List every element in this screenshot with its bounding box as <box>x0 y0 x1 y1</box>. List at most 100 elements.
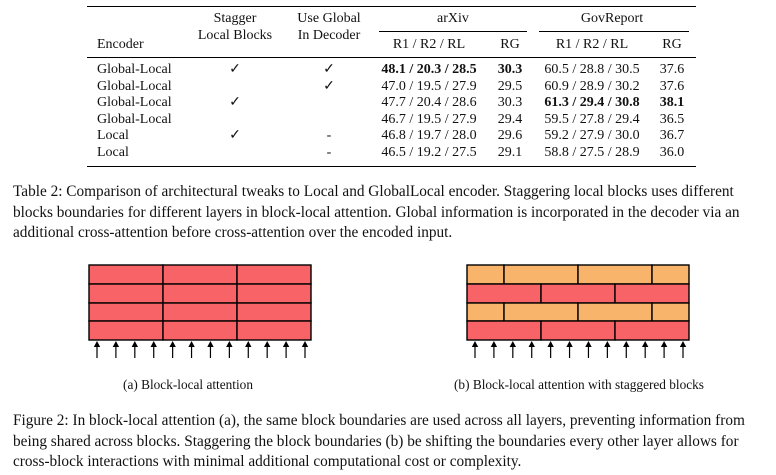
header-gov-rouge: R1 / R2 / RL <box>555 37 629 52</box>
input-arrow-icon <box>150 341 157 358</box>
input-arrow-icon <box>226 341 233 358</box>
table-bottom-rule <box>87 166 696 168</box>
cell-encoder: Global-Local <box>97 111 172 127</box>
input-arrow-icon <box>131 341 139 358</box>
header-arxiv-rouge: R1 / R2 / RL <box>392 37 466 52</box>
attention-block <box>540 320 616 341</box>
cell-stagger: ✓ <box>229 95 241 111</box>
cell-gov-rg: 36.7 <box>659 128 685 144</box>
attention-block <box>236 264 312 285</box>
staggered-attention-block <box>651 302 690 322</box>
subcaption-a: (a) Block-local attention <box>123 377 253 392</box>
attention-block <box>88 283 164 304</box>
header-global-line1: Use Global <box>297 11 361 26</box>
cell-gov-rg: 36.5 <box>659 111 685 127</box>
input-arrow-icon <box>188 341 195 358</box>
cell-global: - <box>326 145 332 160</box>
cell-gov-rg: 38.1 <box>659 95 685 111</box>
attention-block <box>236 283 312 304</box>
input-arrow-icon <box>301 341 309 358</box>
attention-block <box>236 320 312 341</box>
input-arrow-icon <box>660 341 668 358</box>
staggered-attention-block <box>577 264 653 285</box>
input-arrow-icon <box>112 341 120 358</box>
cell-global: ✓ <box>323 62 335 77</box>
input-arrow-icon <box>263 341 271 358</box>
cell-encoder: Global-Local <box>97 62 172 77</box>
attention-block <box>162 320 238 341</box>
header-encoder: Encoder <box>97 37 144 52</box>
cell-encoder: Local <box>97 128 129 144</box>
input-arrow-icon <box>641 341 649 358</box>
cell-gov-rouge: 59.2 / 27.9 / 30.0 <box>544 128 640 144</box>
attention-block <box>236 302 312 322</box>
cell-arxiv-rouge: 47.7 / 20.4 / 28.6 <box>381 95 477 111</box>
input-arrow-icon <box>509 341 517 358</box>
input-arrow-icon <box>169 341 176 358</box>
attention-block <box>88 302 164 322</box>
cell-encoder: Global-Local <box>97 78 172 94</box>
attention-block <box>162 283 238 304</box>
header-arxiv: arXiv <box>437 11 469 26</box>
input-arrow-icon <box>93 341 101 358</box>
table-caption: Table 2: Comparison of architectural twe… <box>13 183 740 241</box>
staggered-attention-block <box>466 264 505 285</box>
cell-arxiv-rouge: 46.7 / 19.5 / 27.9 <box>381 111 477 127</box>
header-stagger-line1: Stagger <box>213 11 257 26</box>
attention-block <box>540 283 616 304</box>
cell-arxiv-rouge: 46.8 / 19.7 / 28.0 <box>381 128 477 144</box>
input-arrow-icon <box>528 341 535 358</box>
cell-gov-rouge: 61.3 / 29.4 / 30.8 <box>544 95 640 111</box>
cell-gov-rouge: 58.8 / 27.5 / 28.9 <box>544 145 640 160</box>
attention-block <box>614 320 690 341</box>
input-arrow-icon <box>604 341 611 358</box>
attention-block <box>88 320 164 341</box>
govreport-cmidrule <box>539 31 689 32</box>
cell-stagger: ✓ <box>229 62 241 77</box>
attention-block <box>162 264 238 285</box>
cell-arxiv-rg: 29.4 <box>497 111 523 127</box>
attention-block <box>466 320 542 341</box>
header-global-line2: In Decoder <box>297 28 361 43</box>
table-top-rule <box>87 6 696 8</box>
figure-caption: Figure 2: In block-local attention (a), … <box>13 412 745 470</box>
input-arrow-icon <box>282 341 290 358</box>
arxiv-cmidrule <box>379 31 527 32</box>
subcaption-b: (b) Block-local attention with staggered… <box>454 377 704 392</box>
attention-block <box>162 302 238 322</box>
cell-encoder: Global-Local <box>97 95 172 111</box>
cell-gov-rouge: 60.5 / 28.8 / 30.5 <box>544 62 640 77</box>
cell-gov-rg: 36.0 <box>659 145 685 160</box>
cell-gov-rouge: 60.9 / 28.9 / 30.2 <box>544 78 640 94</box>
table-mid-rule <box>87 57 696 58</box>
attention-block <box>88 264 164 285</box>
staggered-attention-block <box>651 264 690 285</box>
cell-encoder: Local <box>97 145 129 160</box>
cell-gov-rg: 37.6 <box>659 62 685 77</box>
cell-gov-rg: 37.6 <box>659 78 685 94</box>
input-arrow-icon <box>490 341 498 358</box>
attention-block <box>466 283 542 304</box>
cell-arxiv-rg: 29.6 <box>497 128 523 144</box>
input-arrow-icon <box>679 341 687 358</box>
staggered-attention-block <box>503 302 579 322</box>
cell-arxiv-rg: 29.1 <box>497 145 523 160</box>
header-govreport: GovReport <box>580 11 644 26</box>
cell-arxiv-rouge: 47.0 / 19.5 / 27.9 <box>381 78 477 94</box>
header-stagger-line2: Local Blocks <box>197 28 273 43</box>
cell-arxiv-rouge: 46.5 / 19.2 / 27.5 <box>381 145 477 160</box>
staggered-attention-block <box>503 264 579 285</box>
results-table: Encoder Stagger Local Blocks Use Global … <box>87 0 696 170</box>
input-arrow-icon <box>566 341 573 358</box>
header-arxiv-rg: RG <box>500 37 520 52</box>
input-arrow-icon <box>547 341 554 358</box>
cell-global: ✓ <box>323 78 335 94</box>
cell-global: - <box>326 128 332 144</box>
cell-arxiv-rg: 30.3 <box>497 62 523 77</box>
input-arrow-icon <box>623 341 630 358</box>
staggered-attention-block <box>466 302 505 322</box>
input-arrow-icon <box>245 341 252 358</box>
header-gov-rg: RG <box>662 37 682 52</box>
input-arrow-icon <box>471 341 479 358</box>
